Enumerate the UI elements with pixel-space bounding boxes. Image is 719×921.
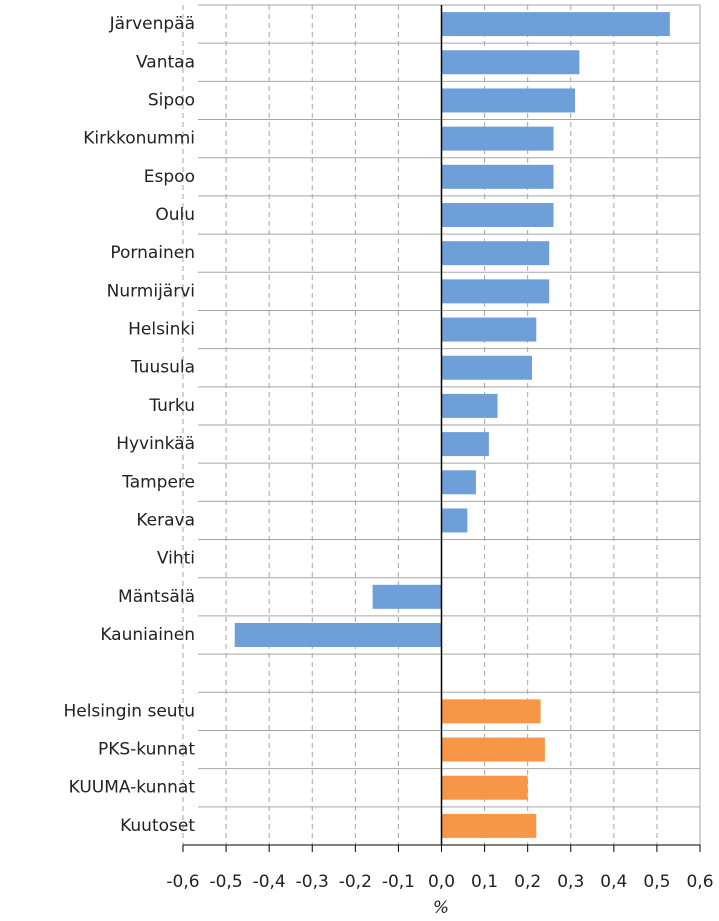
- y-tick-label: Tampere: [121, 472, 195, 492]
- x-tick-label: -0,2: [339, 872, 372, 892]
- x-tick-label: 0,1: [471, 872, 498, 892]
- bar: [441, 813, 537, 838]
- x-tick-label: 0,4: [600, 872, 627, 892]
- bar: [441, 12, 670, 37]
- x-tick-label: 0,5: [643, 872, 670, 892]
- y-tick-label: Pornainen: [110, 243, 195, 263]
- y-tick-label: Oulu: [155, 205, 195, 225]
- y-tick-label: KUUMA-kunnat: [69, 778, 196, 798]
- bar: [441, 88, 576, 113]
- x-tick-label: 0,2: [514, 872, 541, 892]
- y-tick-label: Mäntsälä: [118, 587, 195, 607]
- y-tick-label: Kuutoset: [120, 816, 195, 836]
- bar: [441, 241, 550, 266]
- bar: [441, 126, 554, 151]
- y-tick-label: Kirkkonummi: [83, 129, 195, 149]
- bar: [441, 775, 528, 800]
- y-tick-label: Helsinki: [128, 320, 195, 340]
- bar: [441, 317, 537, 342]
- x-tick-label: 0,3: [557, 872, 584, 892]
- bar: [234, 623, 442, 647]
- bar: [441, 432, 489, 457]
- bar: [441, 737, 545, 762]
- y-tick-label: Hyvinkää: [116, 434, 195, 454]
- y-tick-label: Turku: [148, 396, 195, 416]
- x-tick-label: -0,5: [209, 872, 242, 892]
- bar: [441, 355, 532, 380]
- y-tick-label: Järvenpää: [109, 14, 195, 34]
- y-tick-label: Helsingin seutu: [63, 701, 195, 721]
- x-tick-label: 0,6: [686, 872, 713, 892]
- x-tick-label: -0,6: [166, 872, 199, 892]
- y-tick-label: Tuusula: [130, 358, 195, 378]
- x-axis-label: %: [433, 898, 449, 918]
- y-tick-label: Kerava: [136, 510, 195, 530]
- x-tick-label: -0,1: [382, 872, 415, 892]
- bar: [441, 279, 550, 304]
- bar: [441, 508, 468, 533]
- x-tick-label: 0,0: [428, 872, 455, 892]
- y-tick-label: Vantaa: [136, 52, 195, 72]
- bar: [441, 50, 580, 75]
- x-tick-label: -0,3: [296, 872, 329, 892]
- y-tick-label: Kauniainen: [100, 625, 195, 645]
- y-tick-label: Nurmijärvi: [107, 281, 195, 301]
- bar: [441, 393, 498, 418]
- y-tick-label: PKS-kunnat: [98, 740, 195, 760]
- y-tick-label: Sipoo: [148, 90, 195, 110]
- y-tick-label: Vihti: [157, 549, 195, 569]
- y-tick-label: Espoo: [144, 167, 195, 187]
- bar: [372, 584, 442, 609]
- bar: [441, 203, 554, 227]
- bar: [441, 699, 541, 724]
- bar: [441, 164, 554, 189]
- x-tick-label: -0,4: [253, 872, 286, 892]
- bar: [441, 470, 476, 495]
